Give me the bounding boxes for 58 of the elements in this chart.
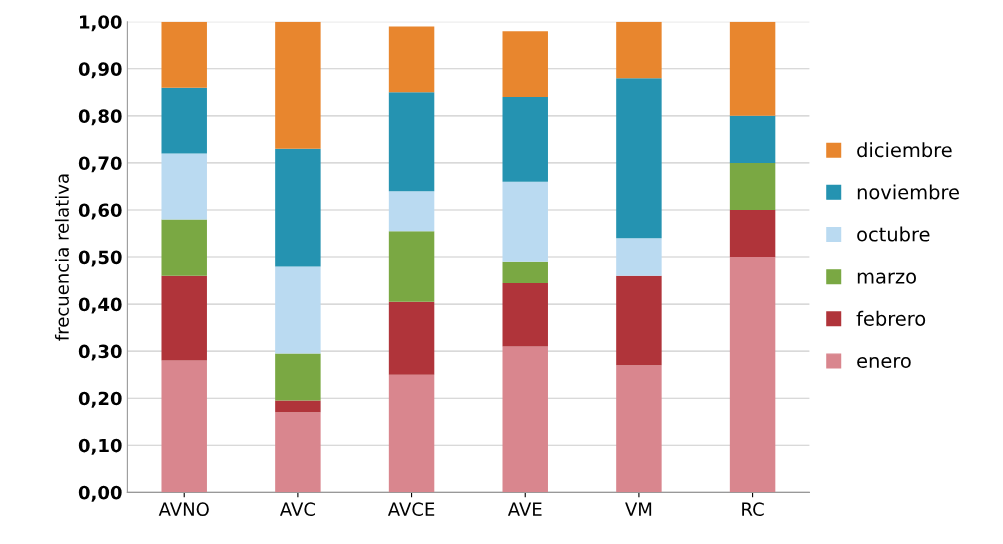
bar [161, 87, 207, 154]
bar [729, 257, 776, 493]
y-tick-label: 0,20 [78, 391, 122, 408]
bar [729, 209, 776, 258]
legend-label: marzo [857, 272, 916, 284]
legend-label: febrero [856, 310, 926, 326]
bar [275, 148, 321, 267]
bar [275, 353, 321, 401]
bar [729, 21, 776, 116]
bar [161, 219, 207, 276]
bar [161, 275, 207, 361]
x-tick-label: AVE [507, 502, 542, 516]
bar [502, 97, 548, 182]
bar [616, 21, 662, 79]
bar [502, 181, 548, 262]
bar [388, 231, 435, 302]
y-tick-label: 0,40 [78, 297, 122, 314]
legend-label: octubre [857, 226, 930, 242]
x-tick-label: VM [625, 502, 652, 516]
bar [388, 26, 435, 93]
y-tick-label: 0,50 [78, 250, 122, 267]
bar [502, 31, 548, 98]
bar [161, 360, 207, 493]
y-tick-label: 0,00 [78, 485, 122, 502]
legend-label: enero [857, 356, 911, 369]
bar [616, 275, 662, 366]
y-tick-label: 1,00 [80, 15, 122, 32]
y-tick-label: 0,90 [78, 62, 122, 79]
x-tick-label: RC [742, 502, 764, 517]
bar [275, 412, 321, 493]
x-tick-label: AVNO [158, 502, 209, 517]
bar [502, 261, 548, 283]
bar [388, 374, 435, 493]
y-tick-label: 0,60 [78, 203, 122, 220]
bar [616, 238, 662, 276]
bar [161, 153, 207, 220]
y-tick-label: 0,70 [78, 156, 122, 173]
y-tick-label: 0,30 [78, 344, 122, 361]
bar [729, 162, 776, 210]
bar [616, 78, 662, 239]
bar [616, 365, 662, 493]
bar [388, 301, 435, 375]
bar [275, 266, 321, 354]
bar [388, 191, 435, 232]
x-tick-label: AVC [279, 502, 315, 517]
legend-label: noviembre [857, 184, 959, 200]
bar [275, 400, 321, 413]
y-axis-title: frecuencia relativa [54, 174, 69, 341]
y-tick-label: 0,80 [78, 109, 122, 126]
bar [729, 115, 776, 163]
bar [161, 21, 207, 88]
bar [275, 21, 321, 149]
bar [388, 92, 435, 192]
bar [502, 346, 548, 493]
legend-label: diciembre [857, 142, 952, 158]
bar [502, 282, 548, 347]
y-tick-label: 0,10 [78, 438, 122, 455]
x-tick-label: AVCE [387, 502, 435, 517]
